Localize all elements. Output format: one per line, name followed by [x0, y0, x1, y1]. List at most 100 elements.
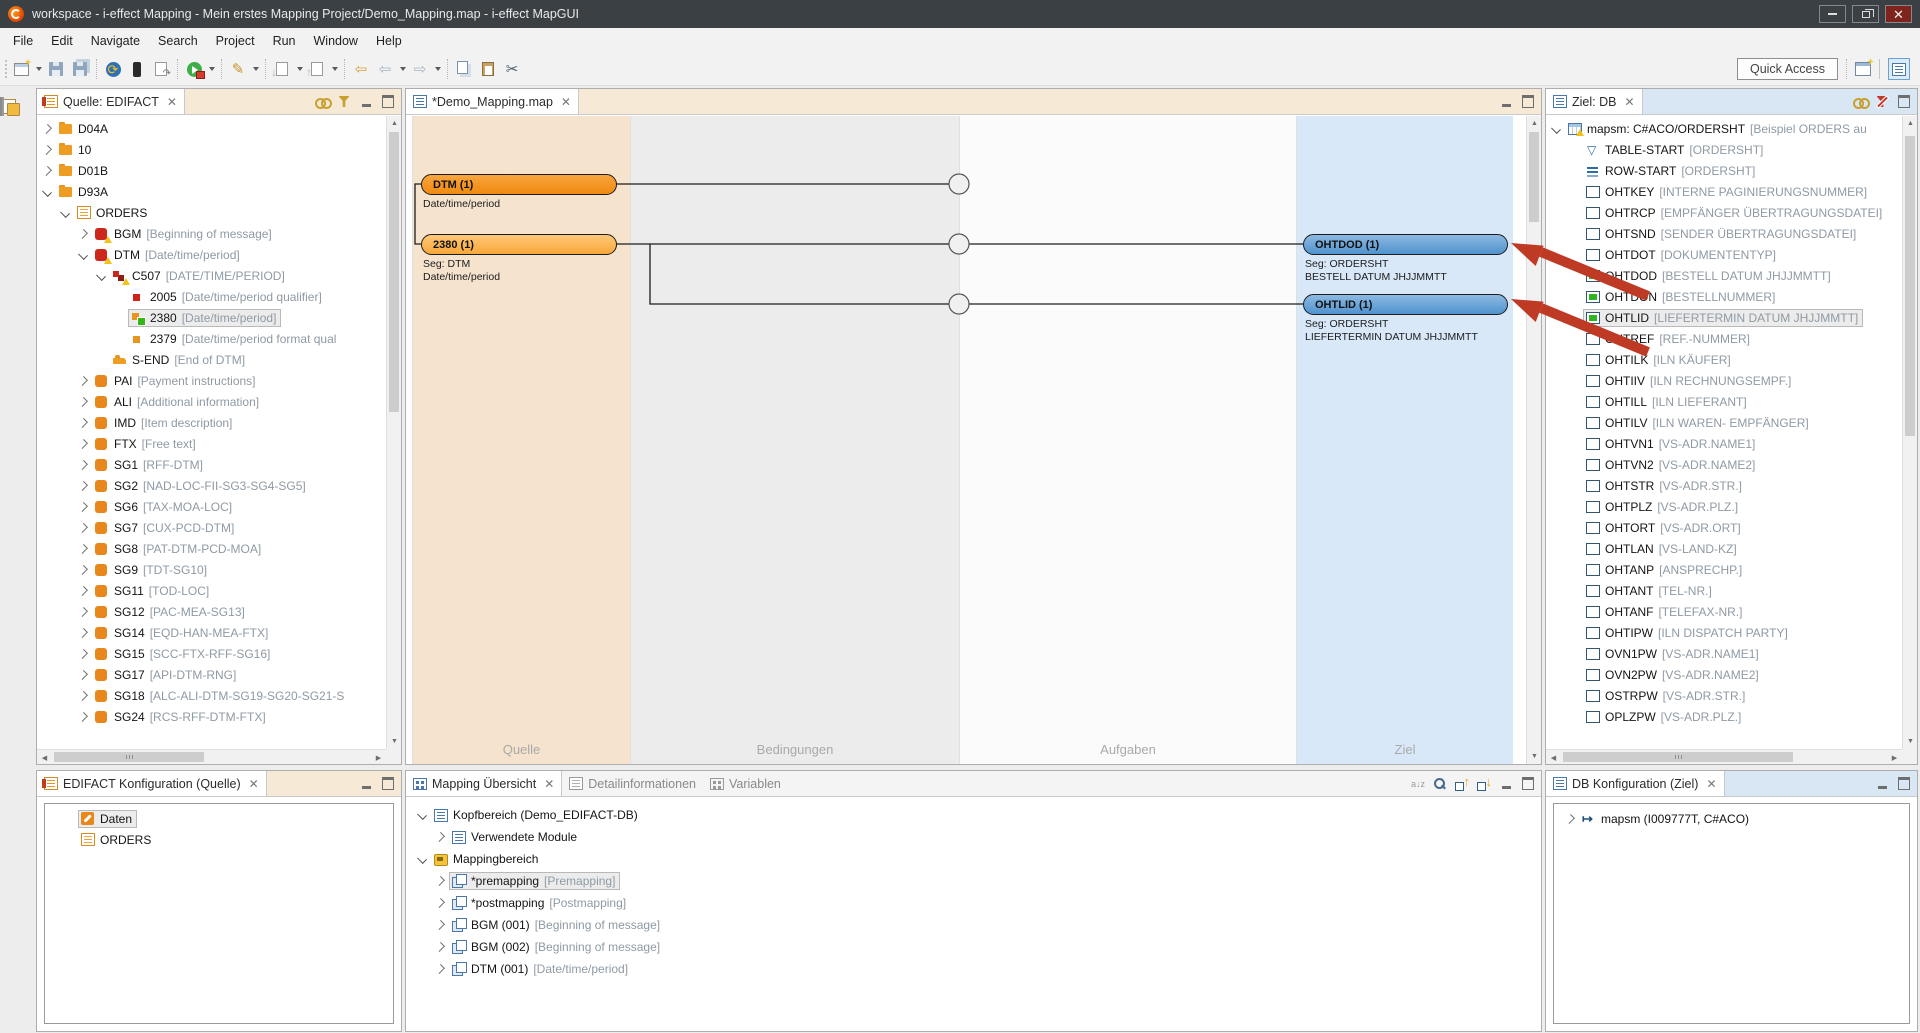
- expand-chevron-icon[interactable]: [417, 854, 427, 864]
- expand-chevron-icon[interactable]: [78, 249, 88, 260]
- tree-item[interactable]: OHTIPW [ILN DISPATCH PARTY]: [1546, 622, 1902, 643]
- tree-item[interactable]: 2379 [Date/time/period format qual: [37, 328, 386, 349]
- new-dropdown[interactable]: [33, 57, 44, 81]
- tree-item[interactable]: OHTORT [VS-ADR.ORT]: [1546, 517, 1902, 538]
- tree-item[interactable]: ORDERS: [37, 202, 386, 223]
- scroll-left-icon[interactable]: ◀: [1550, 754, 1557, 762]
- expand-chevron-icon[interactable]: [78, 396, 88, 407]
- tree-item[interactable]: OVN1PW [VS-ADR.NAME1]: [1546, 643, 1902, 664]
- scrollbar-thumb[interactable]: [389, 132, 399, 412]
- tree-item[interactable]: OVN2PW [VS-ADR.NAME2]: [1546, 664, 1902, 685]
- filter-off-icon[interactable]: [1875, 95, 1889, 109]
- scroll-right-icon[interactable]: ▶: [1891, 754, 1898, 762]
- separator[interactable]: [261, 58, 270, 80]
- sort-icon[interactable]: a↓z: [1411, 778, 1426, 789]
- forward-dropdown[interactable]: [432, 57, 443, 81]
- tree-item[interactable]: ALI [Additional information]: [37, 391, 386, 412]
- expand-chevron-icon[interactable]: [435, 898, 445, 908]
- tab-edifact-konfiguration[interactable]: EDIFACT Konfiguration (Quelle) ✕: [37, 771, 267, 796]
- save-all-icon[interactable]: [68, 57, 92, 81]
- run-mapping-icon[interactable]: [182, 57, 206, 81]
- maximize-view-icon[interactable]: [381, 777, 395, 791]
- expand-chevron-icon[interactable]: [435, 920, 445, 930]
- import-dropdown[interactable]: [294, 57, 305, 81]
- maximize-view-icon[interactable]: [1897, 95, 1911, 109]
- link-with-editor-icon[interactable]: [315, 95, 332, 109]
- close-icon[interactable]: ✕: [544, 776, 555, 791]
- tree-item[interactable]: DTM (001) [Date/time/period]: [412, 958, 1541, 980]
- scrollbar-thumb[interactable]: [1905, 136, 1915, 436]
- import-icon[interactable]: [270, 57, 294, 81]
- expand-chevron-icon[interactable]: [435, 964, 445, 974]
- tree-item[interactable]: mapsm: C#ACO/ORDERSHT [Beispiel ORDERS a…: [1546, 118, 1902, 139]
- tree-item[interactable]: OHTLAN [VS-LAND-KZ]: [1546, 538, 1902, 559]
- tree-item[interactable]: BGM (001) [Beginning of message]: [412, 914, 1541, 936]
- restore-view-icon[interactable]: [0, 97, 2, 116]
- tree-item[interactable]: OHTDOT [DOKUMENTENTYP]: [1546, 244, 1902, 265]
- tree-item[interactable]: OHTVN1 [VS-ADR.NAME1]: [1546, 433, 1902, 454]
- expand-chevron-icon[interactable]: [60, 207, 70, 218]
- document-icon[interactable]: [2, 97, 4, 116]
- minimize-view-icon[interactable]: [1499, 777, 1513, 791]
- tree-item[interactable]: 2380 [Date/time/period]: [37, 307, 386, 328]
- back-dropdown[interactable]: [397, 57, 408, 81]
- tree-item[interactable]: SG9 [TDT-SG10]: [37, 559, 386, 580]
- tree-item[interactable]: OHTILK [ILN KÄUFER]: [1546, 349, 1902, 370]
- config-item[interactable]: ORDERS: [59, 829, 393, 850]
- tab-quelle-edifact[interactable]: Quelle: EDIFACT ✕: [37, 89, 185, 114]
- node-2380[interactable]: 2380 (1): [421, 234, 617, 255]
- maximize-view-icon[interactable]: [1897, 777, 1911, 791]
- tree-item[interactable]: Mappingbereich: [412, 848, 1541, 870]
- close-window-button[interactable]: ✕: [1885, 5, 1912, 23]
- expand-chevron-icon[interactable]: [78, 606, 88, 617]
- restore-window-button[interactable]: [1852, 5, 1879, 23]
- tree-item[interactable]: TABLE-START [ORDERSHT]: [1546, 139, 1902, 160]
- expand-chevron-icon[interactable]: [78, 543, 88, 554]
- menu-item[interactable]: File: [13, 33, 34, 48]
- config-item[interactable]: mapsm (I009777T, C#ACO): [1560, 808, 1909, 829]
- scrollbar-thumb[interactable]: [1529, 132, 1539, 222]
- tree-item[interactable]: BGM [Beginning of message]: [37, 223, 386, 244]
- toolbar-grip[interactable]: [2, 58, 9, 80]
- export-dropdown[interactable]: [329, 57, 340, 81]
- terminal-icon[interactable]: [125, 57, 149, 81]
- run-dropdown[interactable]: [206, 57, 217, 81]
- expand-chevron-icon[interactable]: [1565, 813, 1575, 824]
- forward-icon[interactable]: ⇨: [413, 60, 427, 78]
- tree-item[interactable]: *premapping [Premapping]: [412, 870, 1541, 892]
- separator[interactable]: [173, 58, 182, 80]
- tree-item[interactable]: SG8 [PAT-DTM-PCD-MOA]: [37, 538, 386, 559]
- tree-item[interactable]: SG12 [PAC-MEA-SG13]: [37, 601, 386, 622]
- tree-item[interactable]: SG11 [TOD-LOC]: [37, 580, 386, 601]
- tree-item[interactable]: OHTANF [TELEFAX-NR.]: [1546, 601, 1902, 622]
- expand-chevron-icon[interactable]: [78, 438, 88, 449]
- expand-chevron-icon[interactable]: [435, 942, 445, 952]
- expand-chevron-icon[interactable]: [1551, 123, 1561, 134]
- minimize-view-icon[interactable]: [1875, 777, 1889, 791]
- tree-item[interactable]: OHTIIV [ILN RECHNUNGSEMPF.]: [1546, 370, 1902, 391]
- close-icon[interactable]: ✕: [166, 94, 177, 109]
- scroll-down-icon[interactable]: ▼: [391, 738, 398, 745]
- connection-point[interactable]: [948, 233, 970, 255]
- collapse-all-icon[interactable]: [1477, 774, 1492, 791]
- expand-chevron-icon[interactable]: [96, 270, 106, 281]
- expand-chevron-icon[interactable]: [435, 832, 445, 842]
- copy-icon[interactable]: [452, 57, 476, 81]
- tree-item[interactable]: SG17 [API-DTM-RNG]: [37, 664, 386, 685]
- vertical-scrollbar[interactable]: ▲ ▼: [1902, 116, 1917, 749]
- scroll-up-icon[interactable]: ▲: [391, 120, 398, 127]
- tab-mapping-uebersicht[interactable]: Mapping Übersicht ✕: [406, 771, 563, 796]
- open-perspective-icon[interactable]: [1855, 62, 1871, 76]
- node-ohtlid[interactable]: OHTLID (1): [1303, 294, 1508, 315]
- minimize-view-icon[interactable]: [359, 95, 373, 109]
- menu-item[interactable]: Run: [272, 33, 296, 48]
- close-icon[interactable]: ✕: [560, 94, 571, 109]
- maximize-view-icon[interactable]: [1521, 777, 1535, 791]
- tree-item[interactable]: 2005 [Date/time/period qualifier]: [37, 286, 386, 307]
- scroll-down-icon[interactable]: ▼: [1531, 753, 1538, 760]
- minimize-view-icon[interactable]: [359, 777, 373, 791]
- node-dtm[interactable]: DTM (1): [421, 174, 617, 195]
- tree-item[interactable]: ROW-START [ORDERSHT]: [1546, 160, 1902, 181]
- scroll-up-icon[interactable]: ▲: [1907, 120, 1914, 127]
- tree-item[interactable]: OHTANT [TEL-NR.]: [1546, 580, 1902, 601]
